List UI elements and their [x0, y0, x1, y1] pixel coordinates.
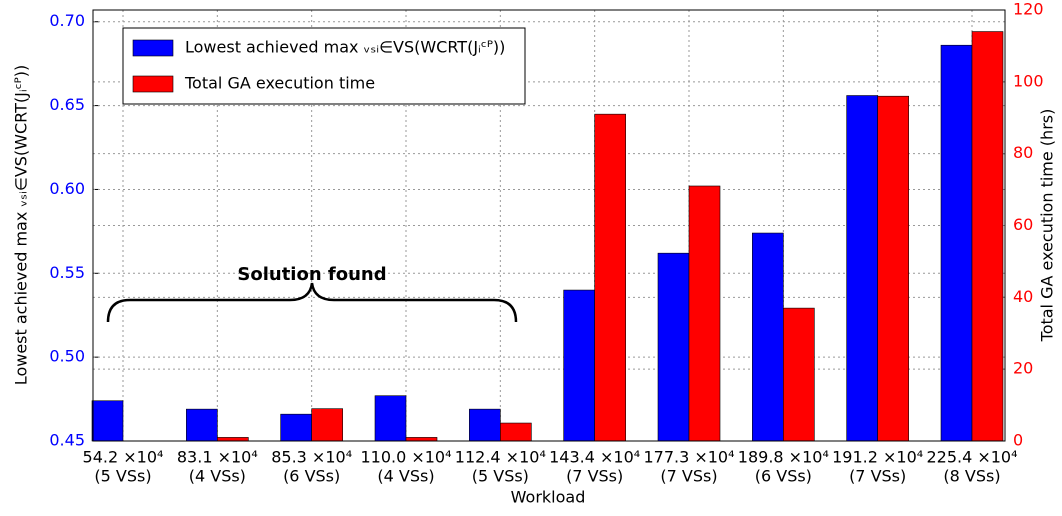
x-tick-label: 54.2 ×10⁴	[83, 448, 164, 467]
x-tick-label: (7 VSs)	[849, 467, 906, 486]
bar	[405, 437, 438, 442]
x-tick-label: (5 VSs)	[94, 467, 151, 486]
bar	[500, 422, 532, 442]
y2-tick-label: 80	[1013, 143, 1033, 162]
bar	[594, 113, 626, 442]
bar	[752, 232, 784, 442]
y2-tick-label: 20	[1013, 359, 1033, 378]
legend-label: Lowest achieved max ᵥₛᵢ∈VS(WCRT(Jᵢᶜᴾ))	[185, 38, 505, 57]
bar	[469, 408, 501, 442]
bar	[783, 307, 815, 442]
y-tick-label: 0.50	[49, 347, 85, 366]
annotation: Solution found	[237, 264, 386, 285]
y-tick-label: 0.65	[49, 95, 85, 114]
y2-tick-label: 120	[1013, 0, 1044, 19]
legend-label: Total GA execution time	[184, 74, 375, 93]
x-tick-label: (4 VSs)	[377, 467, 434, 486]
y-tick-label: 0.60	[49, 179, 85, 198]
x-tick-label: 112.4 ×10⁴	[455, 448, 546, 467]
x-tick-label: 225.4 ×10⁴	[926, 448, 1017, 467]
x-tick-label: (4 VSs)	[189, 467, 246, 486]
bar	[91, 400, 124, 442]
x-tick-label: 191.2 ×10⁴	[832, 448, 923, 467]
bar	[186, 408, 218, 442]
y2-tick-label: 40	[1013, 287, 1033, 306]
y2-tick-label: 0	[1013, 431, 1023, 450]
x-tick-label: (6 VSs)	[755, 467, 812, 486]
x-tick-label: 143.4 ×10⁴	[549, 448, 640, 467]
bar	[877, 95, 909, 442]
x-axis-label: Workload	[511, 488, 586, 507]
legend: Lowest achieved max ᵥₛᵢ∈VS(WCRT(Jᵢᶜᴾ)) To…	[122, 27, 526, 105]
bar	[311, 408, 343, 442]
y2-axis-label: Total GA execution time (hrs)	[1038, 109, 1057, 343]
y-tick-label: 0.55	[49, 263, 85, 282]
x-tick-label: 110.0 ×10⁴	[360, 448, 451, 467]
bar	[688, 185, 721, 442]
y-tick-label: 0.45	[49, 431, 85, 450]
bar	[563, 289, 595, 442]
legend-swatch	[132, 39, 174, 57]
bar	[971, 31, 1004, 442]
bar	[657, 252, 690, 442]
legend-box	[122, 27, 526, 105]
x-tick-label: 83.1 ×10⁴	[177, 448, 258, 467]
x-tick-label: (6 VSs)	[283, 467, 340, 486]
x-tick-label: 189.8 ×10⁴	[738, 448, 829, 467]
bar	[374, 395, 407, 442]
x-tick-label: (7 VSs)	[660, 467, 717, 486]
y2-tick-label: 60	[1013, 215, 1033, 234]
bar	[217, 437, 249, 442]
y-axis-label: Lowest achieved max ᵥₛᵢ∈VS(WCRT(Jᵢᶜᴾ))	[12, 65, 31, 385]
bar	[940, 44, 973, 442]
x-tick-label: (7 VSs)	[566, 467, 623, 486]
y2-tick-label: 100	[1013, 71, 1044, 90]
x-tick-label: 85.3 ×10⁴	[271, 448, 352, 467]
legend-swatch	[132, 75, 174, 93]
bar	[846, 95, 878, 442]
x-tick-label: 177.3 ×10⁴	[643, 448, 734, 467]
plot-frame	[92, 9, 1006, 442]
brace	[106, 282, 518, 323]
x-tick-label: (5 VSs)	[472, 467, 529, 486]
bar	[280, 413, 312, 442]
x-tick-label: (8 VSs)	[943, 467, 1000, 486]
y-tick-label: 0.70	[49, 11, 85, 30]
